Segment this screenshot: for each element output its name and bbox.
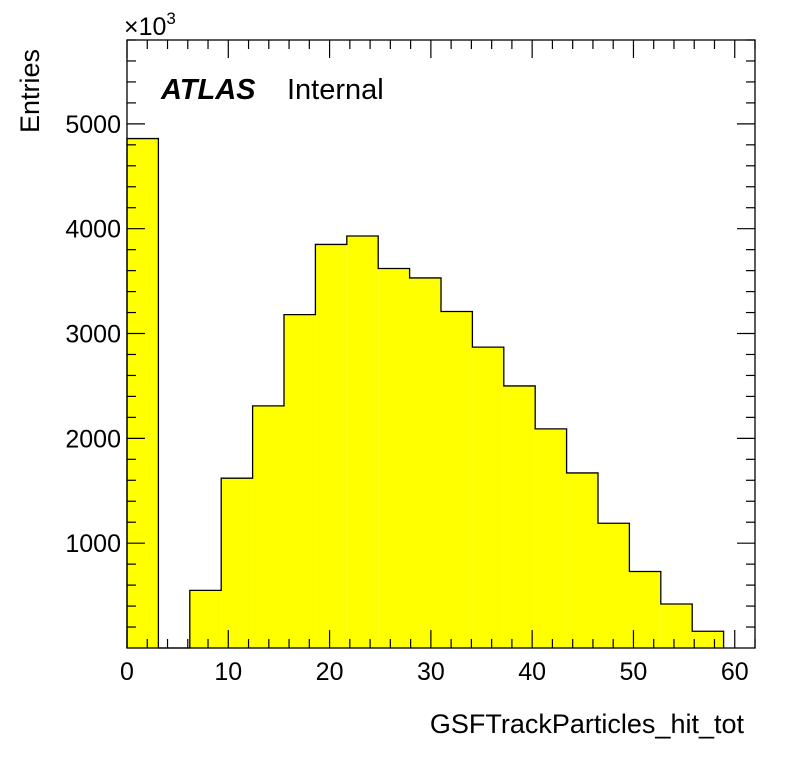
histogram-bin-12	[503, 385, 536, 648]
y-multiplier: ×103	[124, 9, 176, 41]
axis-ticks	[126, 39, 756, 648]
histogram-bin-10	[441, 311, 473, 648]
histogram-bin-16	[629, 571, 661, 648]
histogram-bin-8	[378, 268, 410, 648]
y-tick-label: 2000	[65, 425, 121, 453]
histogram-bin-5	[284, 314, 316, 648]
plot-frame	[126, 39, 756, 649]
x-tick-label: 60	[721, 658, 749, 686]
plot-border	[126, 39, 756, 649]
histogram-bin-9	[409, 277, 441, 648]
histogram-bin-4	[252, 405, 284, 648]
internal-label: Internal	[287, 74, 384, 106]
axis-tick-labels: 0 10 20 30 40 50 60 1000 2000 3000 4000 5000	[65, 111, 748, 686]
y-multiplier-exponent: 3	[166, 9, 175, 28]
x-tick-label: 50	[620, 658, 648, 686]
atlas-label: ATLAS	[160, 74, 256, 106]
histogram-bin-14	[566, 472, 598, 648]
histogram-bars	[126, 137, 725, 649]
histogram-bin-2	[189, 590, 222, 648]
x-axis-title: GSFTrackParticles_hit_tot	[430, 709, 745, 739]
histogram-outline	[126, 137, 725, 649]
x-tick-label: 10	[214, 658, 242, 686]
histogram-bin-15	[598, 523, 630, 648]
y-multiplier-base: ×10	[124, 13, 166, 41]
y-tick-label: 3000	[65, 321, 121, 349]
histogram-bin-3	[221, 478, 253, 648]
histogram-bin-18	[692, 631, 724, 648]
histogram-bin-17	[660, 603, 693, 648]
y-tick-label: 5000	[65, 111, 121, 139]
x-tick-label: 0	[120, 658, 134, 686]
y-tick-label: 1000	[65, 530, 121, 558]
y-tick-label: 4000	[65, 216, 121, 244]
y-axis-title: Entries	[15, 49, 45, 133]
x-tick-label: 30	[417, 658, 445, 686]
histogram-bin-0	[127, 138, 159, 648]
histogram-bin-13	[535, 428, 567, 648]
histogram-bin-7	[346, 236, 379, 648]
histogram-bin-6	[315, 244, 347, 648]
x-tick-label: 40	[518, 658, 546, 686]
x-tick-label: 20	[316, 658, 344, 686]
histogram-bin-11	[472, 347, 504, 648]
